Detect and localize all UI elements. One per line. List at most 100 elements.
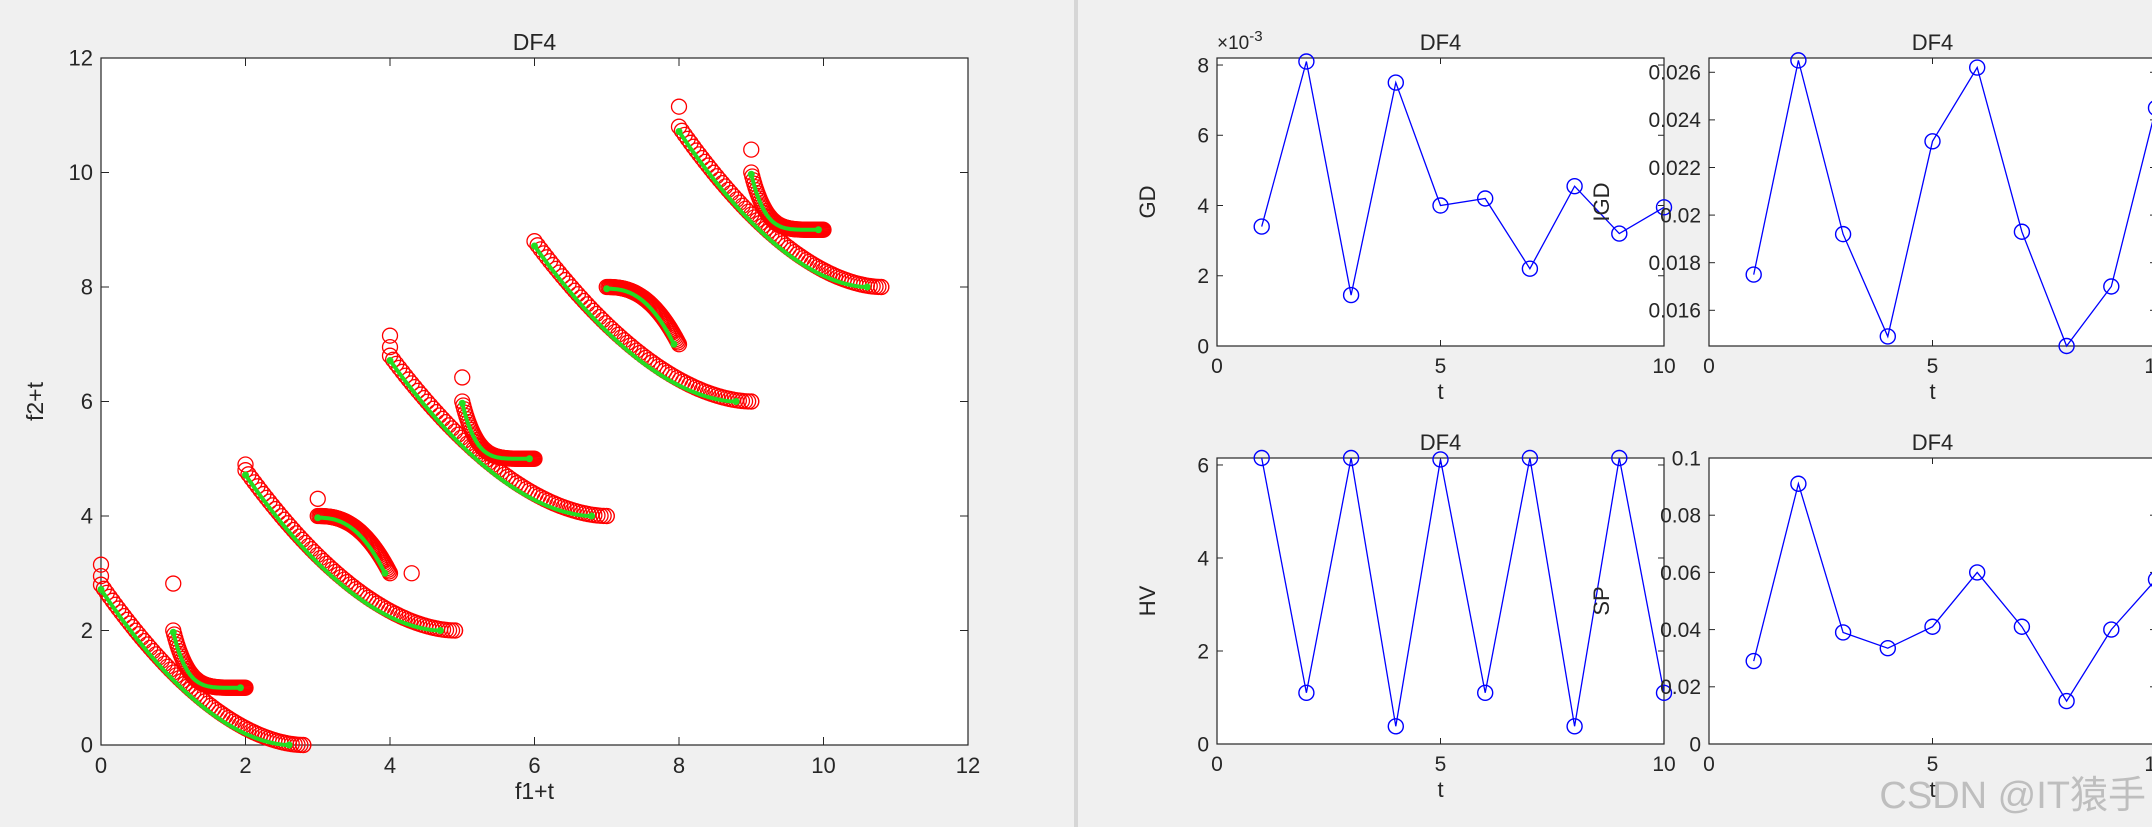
metric-point [2103,621,2120,638]
obtained-point-outlier [92,567,110,585]
obtained-point-outlier [381,338,399,356]
metric-point [1253,449,1270,467]
y-tick-label: 0.024 [1648,109,1701,132]
true-front-endpoint [285,741,293,749]
metric-line [1753,481,2152,703]
metric-point [1834,624,1852,641]
true-front-endpoint [436,627,444,634]
axes-box [1708,57,2152,347]
obtained-point-outlier [454,369,471,386]
chart-title: DF4 [1420,30,1462,55]
true-front-line [99,588,290,747]
true-front-endpoint [525,455,533,463]
y-tick-label: 2 [81,618,93,643]
true-front-line [606,286,676,346]
y-tick-label: 0.08 [1660,505,1701,528]
subplot-sp: 0 5 10 0 0.02 0.04 0.06 0.08 0.1 DF4 t SP [1589,430,2152,802]
x-tick-label: 10 [2144,753,2152,776]
obtained-point-outlier [309,490,326,507]
y-tick-label: 0 [1689,733,1701,756]
metrics-figure-window: 0 5 10 0 2 4 6 8 DF4 t GD ×10-3 0 5 10 0.016 0.018 0.02 0.… [1078,0,2152,827]
x-tick-label: 0 [1703,355,1715,378]
metric-point [1477,684,1494,702]
metric-point [1521,449,1539,467]
y-tick-label: 0.04 [1660,619,1701,642]
true-front-endpoint [169,628,177,636]
true-front-endpoint [670,340,678,348]
obtained-point-outlier [743,141,760,158]
plot-area [1709,58,2152,346]
metric-point [1521,260,1539,277]
axes-box [100,57,969,746]
y-tick-label: 0.02 [1660,676,1701,699]
true-front-line [388,359,592,518]
obtained-point-outlier [295,736,312,754]
obtained-point-outlier [403,565,420,582]
metric-point [1790,475,1807,492]
metric-point [1566,718,1583,735]
subplot-hv: 0 5 10 0 2 4 6 DF4 t HV [1135,430,1676,802]
x-tick-label: 0 [1703,753,1715,776]
main-chart: 0 2 4 6 8 10 12 0 2 4 6 8 10 12 DF4 f1+t f2+t [22,29,980,804]
y-tick-label: 4 [1197,195,1209,218]
window-divider [1074,0,1078,827]
y-tick-label: 0.026 [1648,62,1701,85]
x-tick-label: 0 [1211,753,1223,776]
metric-point [1432,451,1449,468]
obtained-point [668,332,686,349]
metric-point [1924,133,1941,150]
axis-exponent-power: -3 [1249,28,1262,45]
metric-point [1969,59,1986,76]
true-front-endpoint [531,242,538,250]
metric-point [2147,100,2152,116]
true-front-group [97,128,871,749]
obtained-point-outlier [873,278,890,296]
metric-point [1790,52,1807,69]
true-front-line [749,173,819,232]
y-axis-label: f2+t [22,381,48,421]
axes-box [1216,57,1665,347]
true-front-endpoint [603,285,611,293]
true-front-endpoint [458,399,466,407]
y-tick-label: 0.022 [1648,157,1701,180]
true-front-endpoint [747,170,755,178]
true-front-endpoint [97,586,105,594]
metric-point [1342,286,1360,304]
x-tick-label: 5 [1435,753,1447,776]
obtained-point-outlier [92,556,110,573]
metric-point [1342,449,1360,467]
y-tick-label: 0 [81,733,93,758]
x-tick-label: 0 [1211,355,1223,378]
x-tick-label: 8 [673,753,685,778]
x-tick-label: 6 [528,753,540,778]
y-axis-label: SP [1589,586,1614,615]
axis-exponent-label: ×10-3 [1217,28,1263,54]
true-front-line [171,631,241,690]
true-front-line [243,473,441,633]
metric-point [2147,572,2152,587]
metric-point [1298,53,1315,70]
plot-area [1217,458,1664,744]
metric-point [2013,223,2031,240]
x-axis-label: t [1929,379,1935,404]
y-tick-label: 0.06 [1660,562,1701,585]
metric-point [1566,177,1583,195]
metric-point [1298,684,1315,702]
true-front-line [677,130,868,289]
true-front-endpoint [732,398,740,405]
axes-box [1216,457,1665,745]
metric-point [1879,328,1896,345]
chart-title: DF4 [513,29,557,55]
chart-title: DF4 [1420,430,1462,455]
x-tick-label: 10 [1652,753,1675,776]
x-tick-label: 10 [1652,355,1675,378]
true-front-endpoint [381,569,389,577]
y-tick-label: 4 [81,504,93,529]
x-tick-label: 5 [1927,753,1939,776]
true-front-endpoint [588,512,596,520]
metrics-charts: 0 5 10 0 2 4 6 8 DF4 t GD ×10-3 0 5 10 0.016 0.018 0.02 0.… [1135,28,2152,802]
x-tick-label: 12 [956,753,980,778]
y-axis-label: IGD [1589,182,1614,221]
metric-point [1477,190,1494,207]
obtained-point-outlier [598,507,615,525]
